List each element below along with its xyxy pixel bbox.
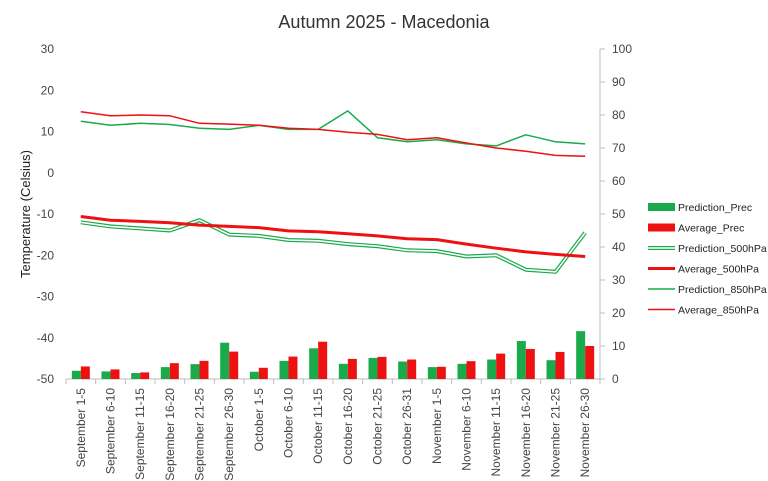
- bar-average-prec: [407, 359, 417, 379]
- line-prediction-850hpa: [80, 110, 586, 147]
- bar-average-prec: [199, 360, 209, 379]
- bar-average-prec: [288, 356, 298, 379]
- bar-prediction-prec: [576, 331, 586, 379]
- y-tick-label: 10: [41, 125, 55, 139]
- bar-average-prec: [585, 346, 595, 379]
- legend-label: Average_Prec: [678, 223, 744, 235]
- bar-prediction-prec: [71, 370, 81, 379]
- bar-average-prec: [377, 356, 387, 379]
- legend-swatch-average-prec: [648, 223, 675, 232]
- x-tick-label: November 1-5: [430, 388, 444, 464]
- bar-prediction-prec: [131, 373, 141, 379]
- x-tick-label: September 21-25: [193, 388, 207, 481]
- x-tick-label: November 16-20: [519, 388, 533, 478]
- bar-prediction-prec: [160, 367, 170, 379]
- x-tick-label: October 6-10: [282, 388, 296, 458]
- y-tick-label: -10: [37, 207, 55, 221]
- x-tick-label: November 21-25: [549, 388, 563, 478]
- secondary-y-tick-label: 70: [612, 141, 626, 155]
- x-tick-label: October 21-25: [371, 388, 385, 465]
- bar-average-prec: [80, 366, 90, 379]
- x-tick-label: October 1-5: [252, 388, 266, 452]
- secondary-y-tick-label: 90: [612, 75, 626, 89]
- y-tick-label: 20: [41, 83, 55, 97]
- bar-average-prec: [466, 361, 476, 379]
- bar-average-prec: [169, 363, 179, 379]
- secondary-y-tick-label: 0: [612, 372, 619, 386]
- legend: Prediction_Prec Average_Prec Prediction_50…: [648, 202, 767, 317]
- x-tick-label: September 6-10: [104, 388, 118, 474]
- y-tick-label: -30: [37, 290, 55, 304]
- secondary-y-tick-label: 20: [612, 306, 626, 320]
- bar-prediction-prec: [427, 367, 437, 379]
- y-tick-label: -20: [37, 248, 55, 262]
- secondary-y-tick-label: 30: [612, 273, 626, 287]
- bar-prediction-prec: [249, 371, 259, 379]
- y-axis-title: Temperature (Celsius): [18, 150, 33, 278]
- lines-group: [80, 110, 587, 274]
- secondary-y-tick-label: 80: [612, 108, 626, 122]
- legend-label: Average_850hPa: [678, 305, 759, 317]
- x-tick-label: November 26-30: [578, 388, 592, 478]
- x-tick-label: October 16-20: [341, 388, 355, 465]
- bar-average-prec: [110, 369, 120, 379]
- bar-average-prec: [318, 341, 328, 379]
- bar-average-prec: [496, 353, 506, 379]
- bar-prediction-prec: [338, 363, 348, 379]
- y-tick-label: 30: [41, 42, 55, 56]
- x-tick-label: September 1-5: [74, 388, 88, 468]
- x-tick-label: October 11-15: [311, 388, 325, 464]
- chart-title: Autumn 2025 - Macedonia: [278, 12, 490, 32]
- bar-average-prec: [555, 351, 565, 379]
- bar-prediction-prec: [190, 364, 200, 379]
- bar-prediction-prec: [516, 341, 526, 379]
- secondary-y-tick-label: 100: [612, 42, 632, 56]
- line-prediction-500hpa-inner: [80, 219, 586, 273]
- secondary-y-tick-label: 50: [612, 207, 626, 221]
- x-tick-label: November 6-10: [460, 388, 474, 471]
- x-axis-ticks: September 1-5 September 6-10 September 11-…: [65, 379, 601, 481]
- bar-prediction-prec: [398, 361, 408, 379]
- legend-label: Prediction_850hPa: [678, 284, 767, 296]
- bar-prediction-prec: [487, 359, 497, 379]
- legend-label: Prediction_500hPa: [678, 243, 767, 255]
- line-prediction-500hpa: [80, 218, 587, 274]
- bar-prediction-prec: [309, 348, 319, 379]
- bars-group: [71, 331, 595, 379]
- bar-prediction-prec: [220, 342, 230, 379]
- y-axis-ticks: 30 20 10 0 -10 -20 -30 -40 -50: [37, 42, 55, 386]
- bar-prediction-prec: [457, 363, 467, 379]
- x-tick-label: September 11-15: [133, 388, 147, 480]
- bar-prediction-prec: [368, 357, 378, 379]
- bar-average-prec: [525, 348, 535, 379]
- x-tick-label: September 16-20: [163, 388, 177, 481]
- y-tick-label: 0: [47, 166, 54, 180]
- x-tick-label: October 26-31: [400, 388, 414, 465]
- bar-average-prec: [229, 351, 239, 379]
- legend-swatch-prediction-prec: [648, 203, 675, 211]
- line-average-850hpa: [80, 110, 586, 157]
- legend-label: Average_500hPa: [678, 264, 759, 276]
- y-tick-label: -50: [37, 372, 55, 386]
- secondary-y-tick-label: 10: [612, 339, 626, 353]
- secondary-y-tick-label: 40: [612, 240, 626, 254]
- bar-prediction-prec: [546, 360, 556, 379]
- bar-average-prec: [347, 358, 357, 379]
- legend-label: Prediction_Prec: [678, 202, 752, 214]
- secondary-y-tick-label: 60: [612, 174, 626, 188]
- x-tick-label: November 11-15: [489, 388, 503, 477]
- bar-average-prec: [140, 372, 150, 379]
- bar-prediction-prec: [101, 371, 111, 379]
- bar-average-prec: [436, 366, 446, 379]
- bar-average-prec: [258, 367, 268, 379]
- x-tick-label: September 26-30: [222, 388, 236, 481]
- y-tick-label: -40: [37, 331, 55, 345]
- bar-prediction-prec: [279, 360, 289, 379]
- line-average-500hpa: [80, 215, 586, 258]
